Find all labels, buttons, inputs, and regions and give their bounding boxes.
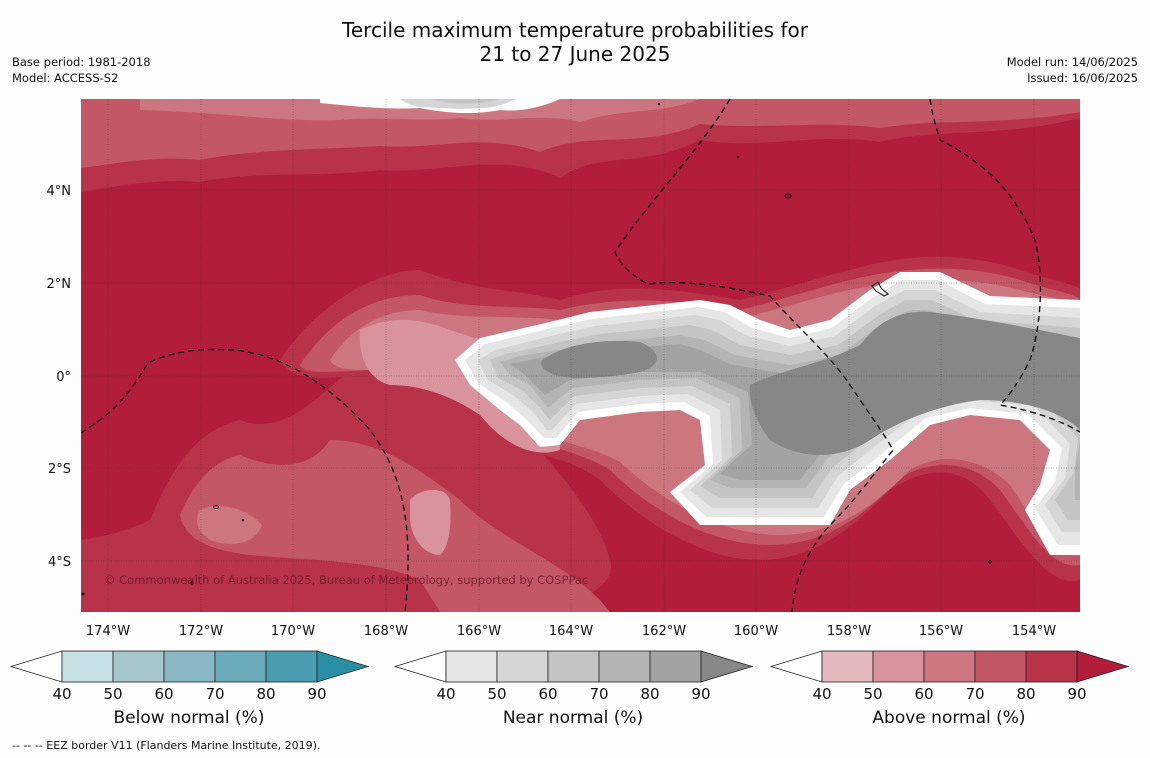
colorbar-segment bbox=[598, 650, 651, 683]
issued-date: Issued: 16/06/2025 bbox=[1027, 71, 1138, 85]
colorbar-low-triangle bbox=[9, 650, 63, 683]
colorbar-below-normal: 40 50 60 70 80 90 bbox=[9, 650, 370, 703]
colorbar-tick-label: 70 bbox=[965, 685, 984, 703]
lon-tick-label: 156°W bbox=[919, 624, 963, 639]
colorbar-segment bbox=[974, 650, 1027, 683]
colorbar-tick-label: 50 bbox=[863, 685, 882, 703]
lat-tick-label: 4°N bbox=[47, 184, 72, 199]
colorbar-segment bbox=[163, 650, 216, 683]
colorbar-high-triangle bbox=[316, 650, 370, 683]
small-patch-60 bbox=[340, 347, 360, 364]
copyright-text: © Commonwealth of Australia 2025, Bureau… bbox=[104, 573, 588, 587]
colorbar-above-normal: 40 50 60 70 80 90 bbox=[769, 650, 1130, 703]
colorbar-segment bbox=[821, 650, 874, 683]
colorbar-tick-label: 80 bbox=[256, 685, 275, 703]
lon-tick-label: 160°W bbox=[734, 624, 778, 639]
meta-right: Model run: 14/06/2025 Issued: 16/06/2025 bbox=[1007, 54, 1138, 86]
colorbar-tick-label: 70 bbox=[589, 685, 608, 703]
colorbar-tick-label: 60 bbox=[914, 685, 933, 703]
lon-tick-label: 166°W bbox=[457, 624, 501, 639]
base-period: Base period: 1981-2018 bbox=[12, 55, 151, 69]
colorbar-low-triangle bbox=[393, 650, 447, 683]
colorbar-segment bbox=[112, 650, 165, 683]
lon-tick-label: 154°W bbox=[1012, 624, 1056, 639]
eez-borders bbox=[81, 99, 1080, 612]
colorbar-segment bbox=[61, 650, 114, 683]
colorbar-label-above: Above normal (%) bbox=[872, 708, 1026, 728]
lat-axis: 4°N 2°N 0° 2°S 4°S bbox=[47, 184, 72, 570]
west-band-70 bbox=[180, 440, 610, 612]
map-plot-area: © Commonwealth of Australia 2025, Bureau… bbox=[81, 99, 1080, 612]
colorbar-near-normal: 40 50 60 70 80 90 bbox=[393, 650, 754, 703]
colorbar-tick-label: 50 bbox=[103, 685, 122, 703]
colorbar-tick-label: 50 bbox=[487, 685, 506, 703]
eez-footnote: -- -- -- EEZ border V11 (Flanders Marine… bbox=[12, 739, 321, 752]
west-patch-50 bbox=[410, 489, 451, 555]
lon-axis: 174°W 172°W 170°W 168°W 166°W 164°W 162°… bbox=[86, 624, 1056, 639]
colorbar-tick-label: 90 bbox=[691, 685, 710, 703]
title-line-2: 21 to 27 June 2025 bbox=[479, 42, 671, 66]
colorbar-segment bbox=[445, 650, 498, 683]
lat-tick-label: 2°N bbox=[47, 277, 72, 292]
model-name: Model: ACCESS-S2 bbox=[12, 71, 119, 85]
title-line-1: Tercile maximum temperature probabilitie… bbox=[342, 18, 808, 42]
meta-left: Base period: 1981-2018 Model: ACCESS-S2 bbox=[12, 54, 151, 86]
lon-tick-label: 158°W bbox=[827, 624, 871, 639]
lon-tick-label: 162°W bbox=[642, 624, 686, 639]
colorbar-tick-label: 80 bbox=[1016, 685, 1035, 703]
colorbar-tick-label: 60 bbox=[154, 685, 173, 703]
colorbar-tick-label: 40 bbox=[52, 685, 71, 703]
colorbar-segment bbox=[872, 650, 925, 683]
lon-tick-label: 168°W bbox=[364, 624, 408, 639]
lon-tick-label: 164°W bbox=[549, 624, 593, 639]
colorbar-label-below: Below normal (%) bbox=[113, 708, 265, 728]
model-run: Model run: 14/06/2025 bbox=[1006, 55, 1138, 69]
grid bbox=[81, 99, 1080, 612]
colorbar-tick-label: 90 bbox=[1067, 685, 1086, 703]
near-normal-90-west bbox=[541, 340, 657, 378]
lat-tick-label: 2°S bbox=[48, 462, 71, 477]
colorbar-high-triangle bbox=[1076, 650, 1130, 683]
colorbar-label-near: Near normal (%) bbox=[502, 708, 644, 728]
colorbar-segment bbox=[923, 650, 976, 683]
colorbar-tick-label: 40 bbox=[436, 685, 455, 703]
lon-tick-label: 170°W bbox=[271, 624, 315, 639]
lon-tick-label: 172°W bbox=[179, 624, 223, 639]
colorbar-low-triangle bbox=[769, 650, 823, 683]
lon-tick-label: 174°W bbox=[86, 624, 130, 639]
colorbar-high-triangle bbox=[700, 650, 754, 683]
lat-tick-label: 0° bbox=[56, 370, 71, 385]
map-title: Tercile maximum temperature probabilitie… bbox=[0, 18, 1150, 66]
west-patch-60 bbox=[197, 505, 262, 545]
north-grey-60 bbox=[430, 99, 500, 104]
islands bbox=[81, 102, 992, 596]
colorbar-segment bbox=[496, 650, 549, 683]
colorbar-segment bbox=[547, 650, 600, 683]
colorbar-segment bbox=[649, 650, 702, 683]
lat-tick-label: 4°S bbox=[48, 555, 71, 570]
colorbar-tick-label: 70 bbox=[205, 685, 224, 703]
north-band-60 bbox=[140, 99, 700, 122]
colorbar-tick-label: 40 bbox=[812, 685, 831, 703]
colorbar-tick-label: 60 bbox=[538, 685, 557, 703]
colorbar-segment bbox=[1025, 650, 1078, 683]
colorbar-tick-label: 90 bbox=[307, 685, 326, 703]
colorbar-segment bbox=[214, 650, 267, 683]
near-normal-90-east bbox=[749, 311, 1080, 455]
colorbar-segment bbox=[265, 650, 318, 683]
colorbar-tick-label: 80 bbox=[640, 685, 659, 703]
